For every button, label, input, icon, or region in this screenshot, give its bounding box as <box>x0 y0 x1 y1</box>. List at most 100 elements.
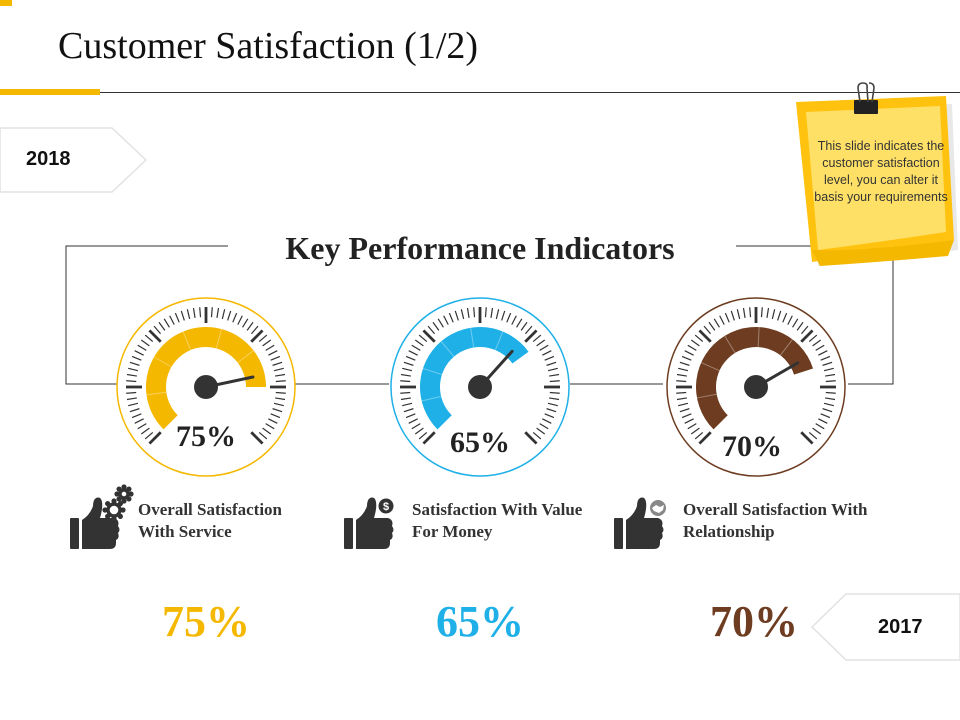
gauge-minor-tick <box>129 408 140 413</box>
gauge-minor-tick <box>678 402 689 407</box>
gauge-minor-tick <box>400 397 411 401</box>
gauge-minor-tick <box>153 325 161 335</box>
gauge-minor-tick <box>823 367 834 372</box>
gauge-minor-tick <box>258 334 268 342</box>
gauge-minor-tick <box>402 402 413 407</box>
gauge-minor-tick <box>275 373 286 377</box>
gauge-minor-tick <box>414 427 424 435</box>
gauge-minor-tick <box>473 307 476 318</box>
gear-tooth <box>114 491 120 497</box>
gauge-minor-tick <box>547 367 558 372</box>
gauge-minor-tick <box>547 402 558 407</box>
thumb-cuff <box>344 518 353 549</box>
gauge-minor-tick <box>812 427 822 435</box>
gauge-minor-tick <box>137 423 147 430</box>
gauge-minor-tick <box>443 315 449 325</box>
gauge-minor-tick <box>126 380 137 383</box>
gauge-minor-tick <box>221 309 226 320</box>
gauge-minor-tick <box>242 318 249 328</box>
gauge-band-divider <box>182 331 192 351</box>
gauge-minor-tick <box>532 432 542 440</box>
gauge-minor-tick <box>777 310 782 321</box>
kpi-label-line: Overall Satisfaction With <box>683 500 868 519</box>
gauge-minor-tick <box>144 432 154 440</box>
gauge-minor-tick <box>549 373 560 377</box>
thumb-hand <box>82 497 120 549</box>
gauge-minor-tick <box>820 355 831 361</box>
gauge-minor-tick <box>232 312 238 323</box>
gauge-minor-tick <box>270 413 281 419</box>
gauge-minor-tick <box>262 339 272 347</box>
gauge-minor-tick <box>251 325 259 335</box>
gauge-minor-tick <box>730 310 735 321</box>
gauge-minor-tick <box>676 391 687 394</box>
gauge-minor-tick <box>192 307 196 318</box>
gauge-minor-tick <box>460 309 465 320</box>
gauge-major-tick <box>148 329 162 343</box>
kpi-label-line: Satisfaction With Value <box>412 500 583 519</box>
kpi-label-service: Overall Satisfaction With Service <box>138 499 338 543</box>
gauge-minor-tick <box>275 391 286 394</box>
thumbs-up-handshake-icon <box>614 497 666 549</box>
title-accent-bar <box>0 89 100 95</box>
gauge-minor-tick <box>273 402 284 407</box>
gauge-minor-tick <box>466 307 470 318</box>
gauge-minor-tick <box>708 321 716 331</box>
gauge-minor-tick <box>787 315 793 325</box>
gauge-minor-tick <box>246 321 254 331</box>
gauge-fill-band <box>146 327 266 430</box>
gauge-minor-tick <box>818 350 828 356</box>
gauge-minor-tick <box>681 355 692 361</box>
gauge-minor-tick <box>273 367 284 372</box>
gauge-minor-tick <box>270 355 281 361</box>
gauge-minor-tick <box>128 402 139 407</box>
gauge-minor-tick <box>771 309 776 320</box>
gauge-minor-tick <box>676 373 687 377</box>
gauge-minor-tick <box>690 427 700 435</box>
gauge-minor-tick <box>703 325 711 335</box>
gauge-minor-tick <box>544 413 555 419</box>
gauge-minor-tick <box>408 350 418 356</box>
gauge-minor-tick <box>676 397 687 401</box>
gauge-band-divider <box>421 395 442 402</box>
gauge-minor-tick <box>163 318 170 328</box>
gauge-minor-tick <box>749 307 752 318</box>
title-divider <box>100 92 960 93</box>
gauge-minor-tick <box>679 361 690 366</box>
page-title: Customer Satisfaction (1/2) <box>58 25 479 67</box>
gauge-minor-tick <box>268 350 278 356</box>
corner-accent <box>0 0 12 6</box>
gauge-relationship <box>666 297 846 477</box>
gauge-minor-tick <box>694 334 704 342</box>
gauge-minor-tick <box>403 361 414 366</box>
gauge-major-tick <box>800 431 814 445</box>
gauge-minor-tick <box>134 418 144 424</box>
gauge-minor-tick <box>542 350 552 356</box>
gear-rim <box>106 502 122 518</box>
gauge-major-tick <box>148 431 162 445</box>
gauge-minor-tick <box>506 312 512 323</box>
gauge-hub <box>468 375 492 399</box>
gauge-minor-tick <box>402 367 413 372</box>
gauge-minor-tick <box>687 423 697 430</box>
gauge-major-tick <box>524 431 538 445</box>
year-label-2018: 2018 <box>26 148 71 170</box>
gauge-service <box>116 297 296 477</box>
binder-clip-icon <box>854 82 878 114</box>
gauge-minor-tick <box>158 321 166 331</box>
gauge-minor-tick <box>454 310 459 321</box>
kpi-label-line: With Service <box>138 522 232 541</box>
big-value-value-for-money: 65% <box>436 597 524 646</box>
gauge-band-divider <box>440 341 455 357</box>
gauge-minor-tick <box>760 307 763 318</box>
gauge-minor-tick <box>216 307 220 318</box>
gauge-minor-tick <box>275 380 286 383</box>
big-value-service: 75% <box>162 597 250 646</box>
gauge-minor-tick <box>126 397 137 401</box>
gauge-value-for-money-value: 65% <box>450 426 510 459</box>
gauge-minor-tick <box>822 408 833 413</box>
gauge-minor-tick <box>539 344 549 351</box>
gauge-minor-tick <box>815 423 825 430</box>
gauge-minor-tick <box>724 312 730 323</box>
